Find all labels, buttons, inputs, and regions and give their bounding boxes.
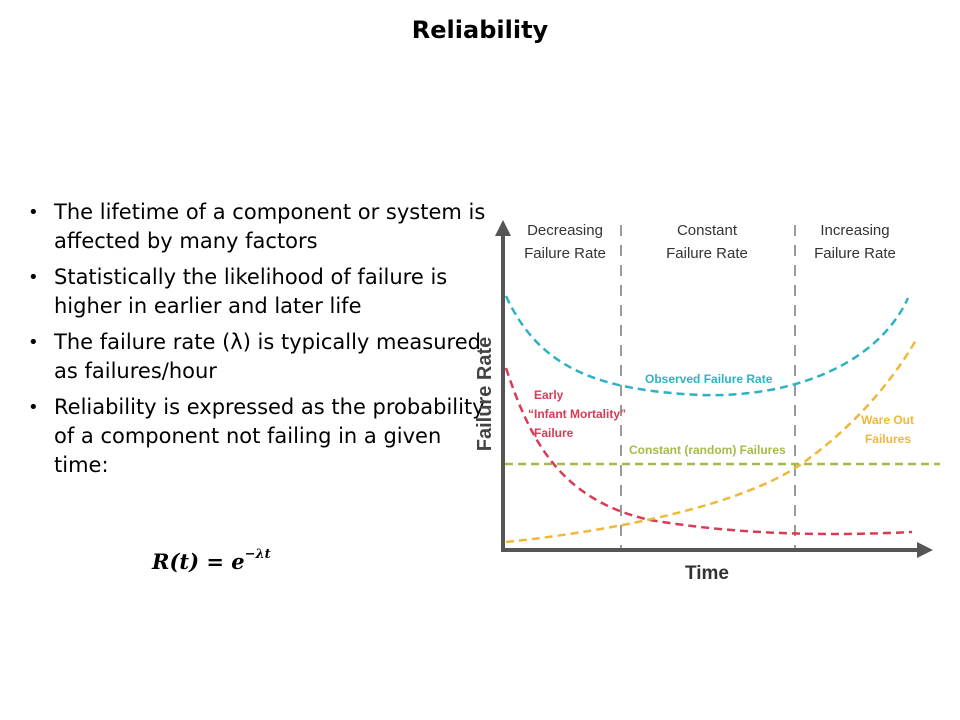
wearout-curve-label-2: Failures [865,432,911,446]
formula-base: e [231,549,245,574]
bathtub-curve-diagram: Decreasing Failure Rate Constant Failure… [474,220,940,584]
early-curve-label-1: Early [534,388,564,402]
x-axis-label: Time [685,563,729,584]
bullet-item: Statistically the likelihood of failure … [28,263,488,321]
wearout-curve-label-1: Ware Out [861,413,914,427]
region-label-decreasing-2: Failure Rate [524,245,606,262]
bullet-list: The lifetime of a component or system is… [28,198,488,487]
formula-exponent: −λt [244,547,271,562]
region-label-decreasing-1: Decreasing [527,222,603,239]
observed-curve-label: Observed Failure Rate [645,372,773,386]
x-axis-arrow [917,542,933,558]
bullet-item: The lifetime of a component or system is… [28,198,488,256]
bullet-item: Reliability is expressed as the probabil… [28,393,488,480]
reliability-formula: R(t) = e−λt [152,547,271,574]
region-label-increasing-1: Increasing [820,222,889,239]
wearout-failure-curve [505,339,918,544]
y-axis-label: Failure Rate [474,337,496,451]
slide-title: Reliability [411,16,549,44]
early-curve-label-3: Failure [534,426,574,440]
region-label-constant-2: Failure Rate [666,245,748,262]
constant-curve-label: Constant (random) Failures [629,443,786,457]
y-axis-arrow [495,220,511,236]
region-label-constant-1: Constant [677,222,738,239]
region-label-increasing-2: Failure Rate [814,245,896,262]
observed-failure-curve [504,295,910,397]
bullet-item: The failure rate (λ) is typically measur… [28,328,488,386]
formula-lhs: R(t) = [152,549,232,574]
early-curve-label-2: “Infant Mortality” [528,407,626,421]
